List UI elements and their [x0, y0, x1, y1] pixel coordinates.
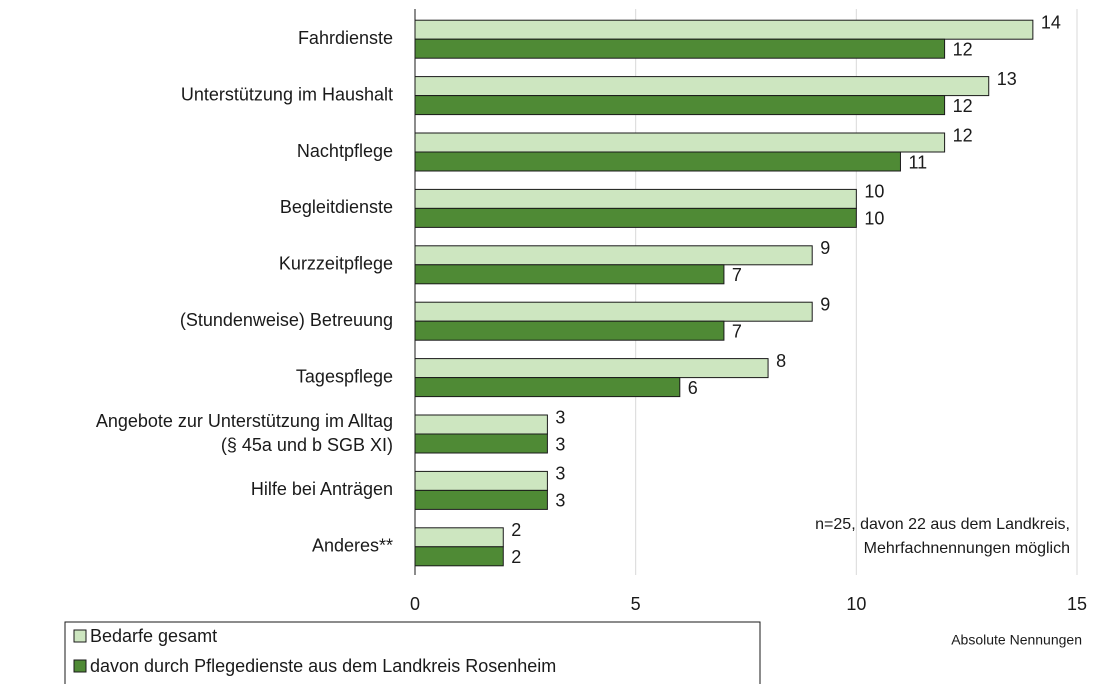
bar	[414, 264, 725, 285]
bar	[414, 19, 1034, 40]
y-tick-label: Tagespflege	[296, 366, 393, 386]
value-label: 10	[864, 209, 884, 229]
x-tick-label: 0	[410, 594, 420, 614]
value-label: 8	[776, 351, 786, 371]
value-label: 10	[864, 182, 884, 202]
value-label: 11	[908, 152, 927, 172]
legend-box	[64, 621, 761, 684]
value-label: 12	[953, 125, 973, 145]
bar	[414, 414, 548, 435]
y-tick-label: Fahrdienste	[298, 28, 393, 48]
legend-label: davon durch Pflegedienste aus dem Landkr…	[90, 656, 556, 676]
bar	[414, 546, 504, 567]
x-tick-label: 15	[1067, 594, 1087, 614]
bar	[414, 320, 725, 341]
value-label: 13	[997, 69, 1017, 89]
bar	[414, 433, 548, 454]
bar	[414, 76, 990, 97]
bar	[414, 245, 813, 266]
value-label: 12	[953, 96, 973, 116]
y-tick-label: Nachtpflege	[297, 141, 393, 161]
value-label: 2	[511, 520, 521, 540]
y-tick-label: Anderes**	[312, 536, 393, 556]
bar	[414, 151, 901, 172]
bar	[414, 207, 857, 228]
y-tick-label: Begleitdienste	[280, 197, 393, 217]
y-tick-label: Unterstützung im Haushalt	[181, 84, 393, 104]
legend-label: Bedarfe gesamt	[90, 626, 217, 646]
x-tick-label: 5	[631, 594, 641, 614]
value-label: 9	[820, 294, 830, 314]
value-label: 3	[555, 434, 565, 454]
bar	[414, 489, 548, 510]
y-tick-label: (Stundenweise) Betreuung	[180, 310, 393, 330]
bar	[414, 38, 946, 59]
bar	[414, 377, 681, 398]
value-label: 3	[555, 464, 565, 484]
value-label: 2	[511, 547, 521, 567]
y-tick-label: Kurzzeitpflege	[279, 254, 393, 274]
bar	[414, 301, 813, 322]
bar	[414, 527, 504, 548]
bar	[414, 95, 946, 116]
legend-swatch	[73, 659, 87, 673]
legend-swatch	[73, 629, 87, 643]
y-tick-label: Hilfe bei Anträgen	[251, 479, 393, 499]
value-label: 7	[732, 265, 742, 285]
y-tick-label: Angebote zur Unterstützung im Alltag (§ 4…	[96, 411, 393, 455]
bar	[414, 470, 548, 491]
value-label: 6	[688, 378, 698, 398]
value-label: 7	[732, 321, 742, 341]
value-label: 3	[555, 407, 565, 427]
bar	[414, 358, 769, 379]
value-label: 14	[1041, 12, 1061, 32]
value-label: 3	[555, 491, 565, 511]
bar	[414, 188, 857, 209]
annotation: n=25, davon 22 aus dem Landkreis, Mehrfac…	[815, 516, 1070, 557]
bar	[414, 132, 946, 153]
value-label: 9	[820, 238, 830, 258]
x-tick-label: 10	[846, 594, 866, 614]
x-axis-label: Absolute Nennungen	[951, 632, 1082, 648]
value-label: 12	[953, 39, 973, 59]
